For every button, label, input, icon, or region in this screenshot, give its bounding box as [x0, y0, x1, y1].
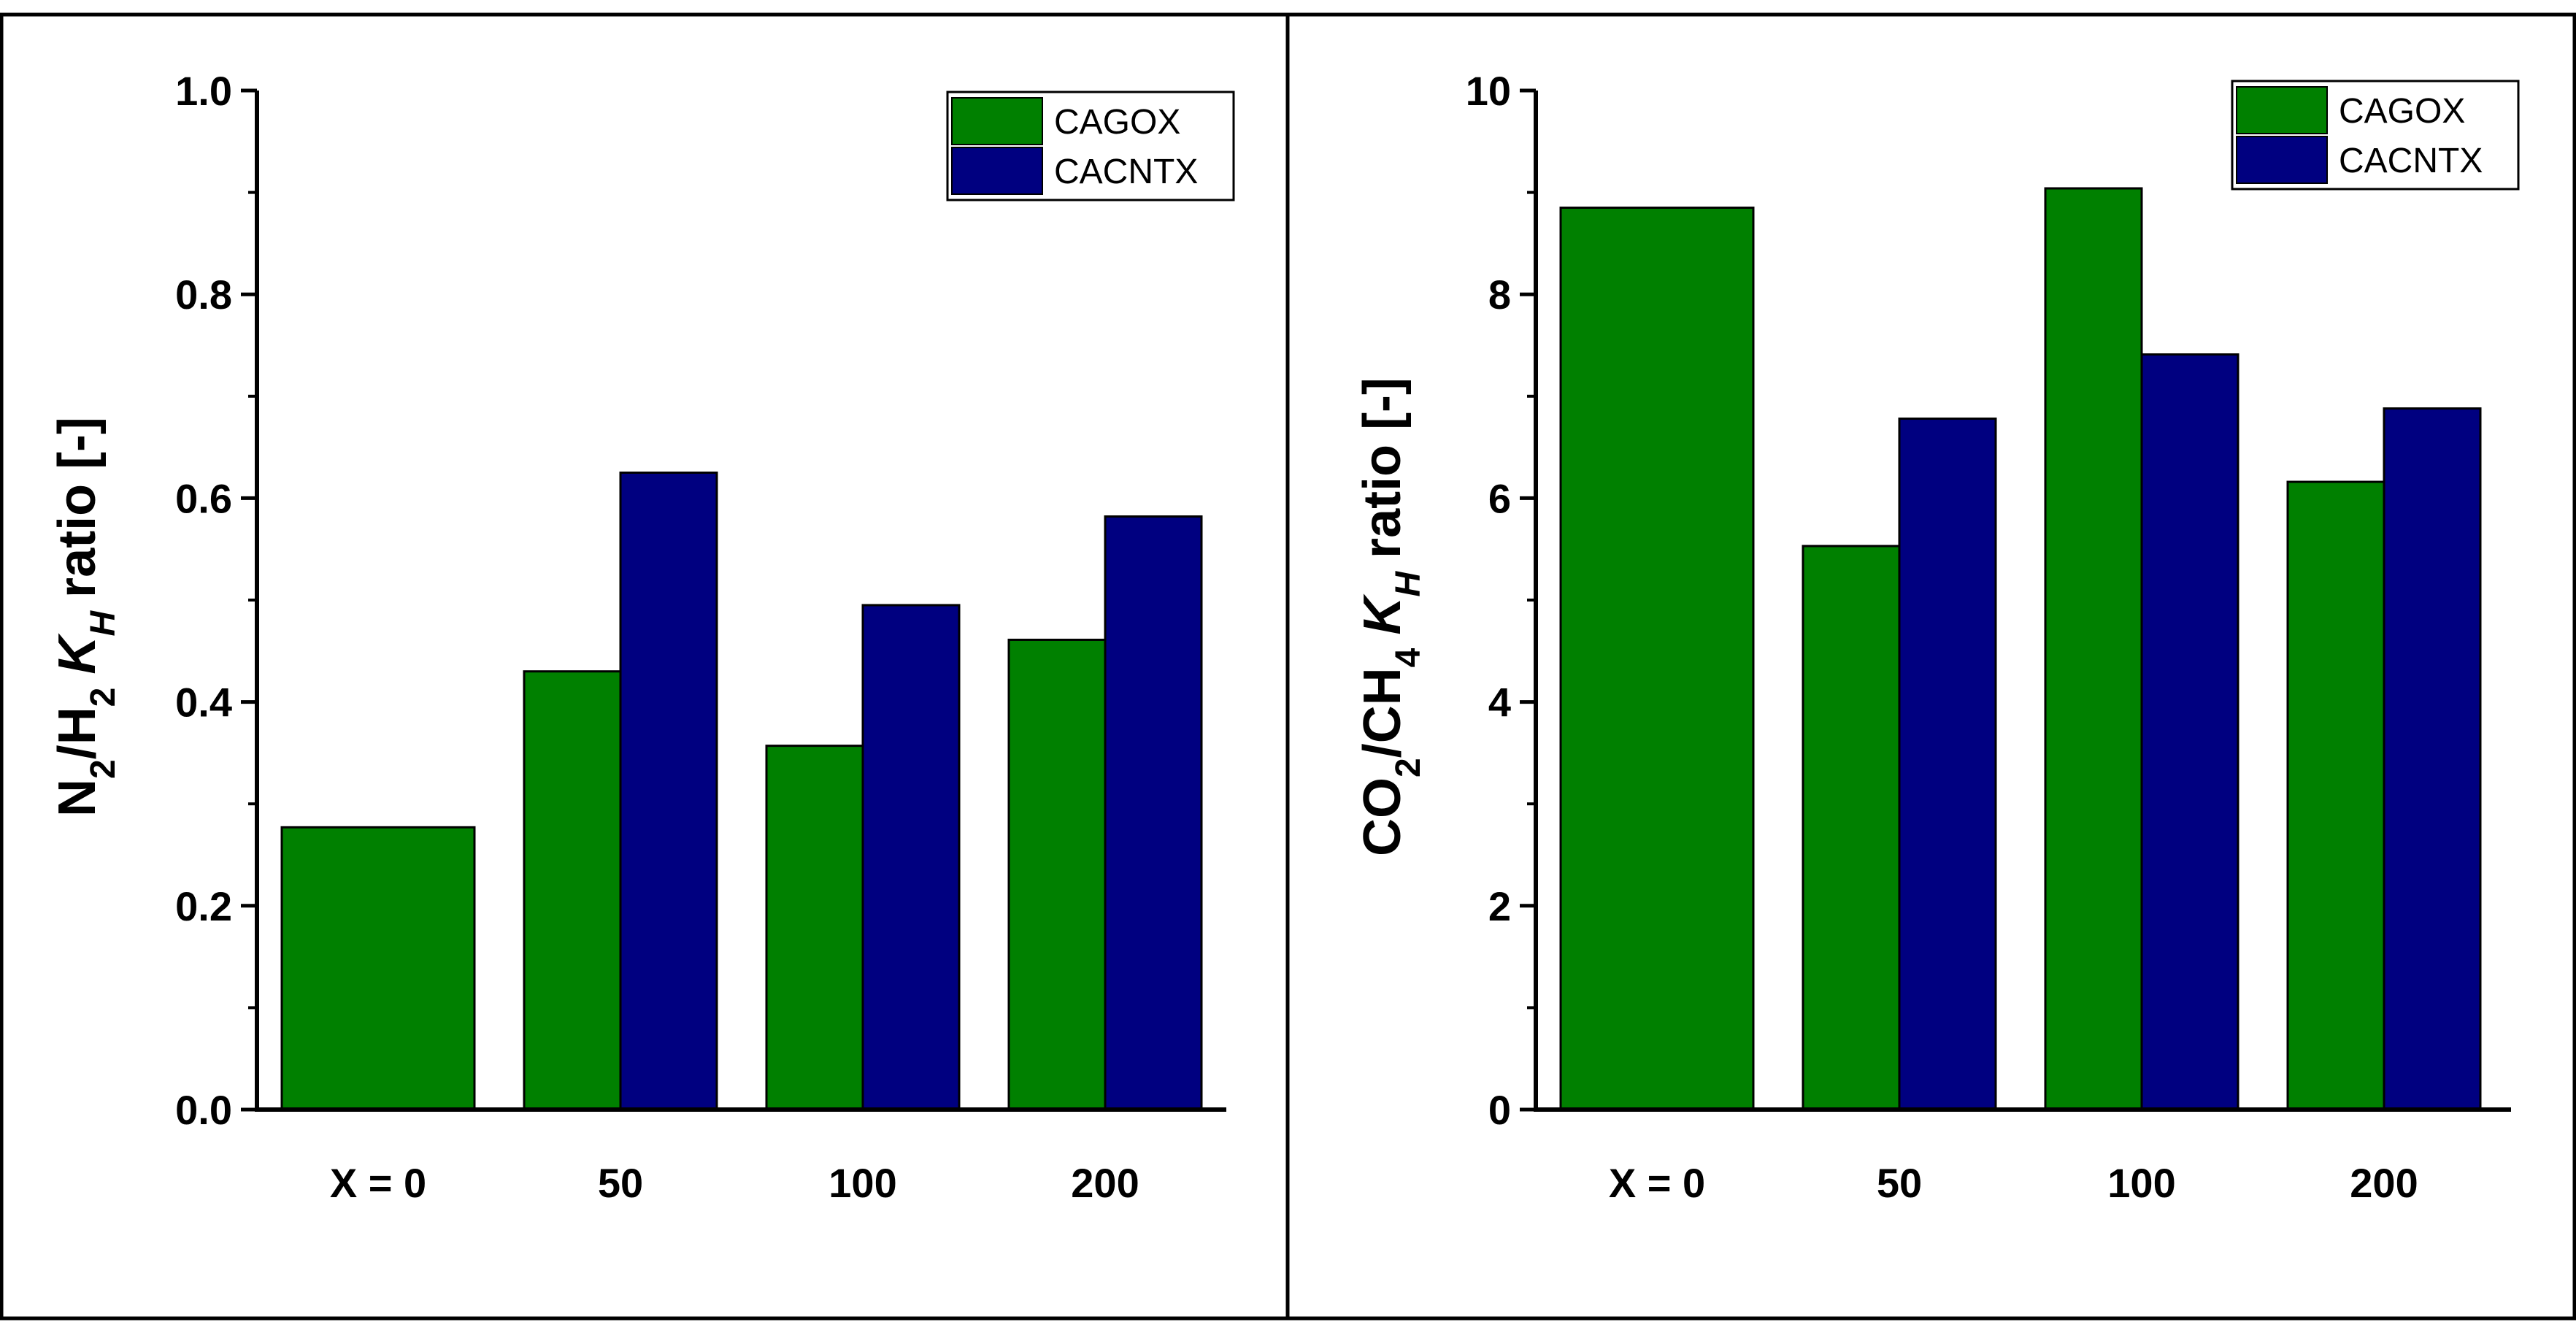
left-x-label-x-0: X = 0	[330, 1160, 426, 1206]
right-bar-cagox-50	[1802, 545, 1901, 1111]
right-x-label-100: 100	[2107, 1160, 2175, 1206]
right-y-tick-label: 8	[1488, 272, 1511, 318]
left-bars	[280, 472, 1203, 1111]
right-legend-label-cacntx: CACNTX	[2339, 142, 2483, 180]
right-x-categories: X = 0 50 100 200	[1609, 1160, 2418, 1206]
right-y-tick-label: 4	[1488, 680, 1511, 726]
left-x-categories: X = 0 50 100 200	[330, 1160, 1139, 1206]
left-y-axis-title: N2/H2KHratio [-]	[48, 417, 123, 817]
right-bar-cagox-200	[2286, 480, 2385, 1111]
left-bar-cagox-100	[765, 745, 864, 1111]
left-legend-swatch-cagox	[951, 97, 1043, 145]
right-bar-cagox-100	[2044, 187, 2143, 1111]
right-bar-cacntx-100	[2140, 353, 2239, 1111]
left-y-tick-label: 0.2	[175, 883, 232, 929]
left-bar-cagox-x-0	[280, 826, 476, 1111]
right-bar-cagox-x-0	[1559, 207, 1755, 1111]
right-legend-swatch-cacntx	[2236, 136, 2328, 184]
left-x-label-50: 50	[598, 1160, 643, 1206]
left-bar-cacntx-50	[619, 472, 718, 1111]
left-bar-cacntx-200	[1104, 515, 1203, 1111]
left-bar-cagox-50	[523, 670, 622, 1111]
left-y-tick-label: 0.8	[175, 272, 232, 318]
right-y-axis-title: CO2/CH4KHratio [-]	[1353, 377, 1428, 856]
right-y-tick-label: 0	[1488, 1087, 1511, 1133]
left-bar-cacntx-100	[861, 604, 961, 1111]
right-y-tick-label: 2	[1488, 883, 1511, 929]
right-x-label-200: 200	[2350, 1160, 2418, 1206]
left-y-ticks: 0.0 0.2 0.4 0.6 0.8 1.0	[175, 68, 257, 1133]
left-chart-panel: 0.0 0.2 0.4 0.6 0.8 1.0 X = 0 50 100 200 N2/H2KH…	[48, 68, 1235, 1206]
left-legend: CAGOX CACNTX	[946, 91, 1235, 201]
right-bars	[1559, 187, 2482, 1111]
left-y-tick-label: 1.0	[175, 68, 232, 114]
right-bar-cacntx-200	[2383, 407, 2482, 1111]
left-x-label-200: 200	[1071, 1160, 1139, 1206]
right-chart-panel: 0 2 4 6 8 10 X = 0 50 100 200 CO2/CH4KHratio [-]…	[1353, 68, 2520, 1206]
right-legend: CAGOX CACNTX	[2231, 80, 2520, 191]
right-legend-swatch-cagox	[2236, 86, 2328, 134]
left-legend-label-cagox: CAGOX	[1054, 103, 1180, 142]
right-legend-label-cagox: CAGOX	[2339, 92, 2465, 131]
right-bar-cacntx-50	[1898, 418, 1997, 1111]
right-y-tick-label: 6	[1488, 475, 1511, 521]
right-x-label-50: 50	[1877, 1160, 1922, 1206]
left-legend-swatch-cacntx	[951, 147, 1043, 195]
left-y-tick-label: 0.0	[175, 1087, 232, 1133]
right-y-ticks: 0 2 4 6 8 10	[1466, 68, 1536, 1133]
right-x-label-x-0: X = 0	[1609, 1160, 1705, 1206]
left-legend-label-cacntx: CACNTX	[1054, 153, 1198, 191]
left-y-tick-label: 0.4	[175, 680, 232, 726]
left-x-label-100: 100	[828, 1160, 896, 1206]
left-y-tick-label: 0.6	[175, 475, 232, 521]
left-bar-cagox-200	[1007, 638, 1107, 1111]
right-y-tick-label: 10	[1466, 68, 1511, 114]
